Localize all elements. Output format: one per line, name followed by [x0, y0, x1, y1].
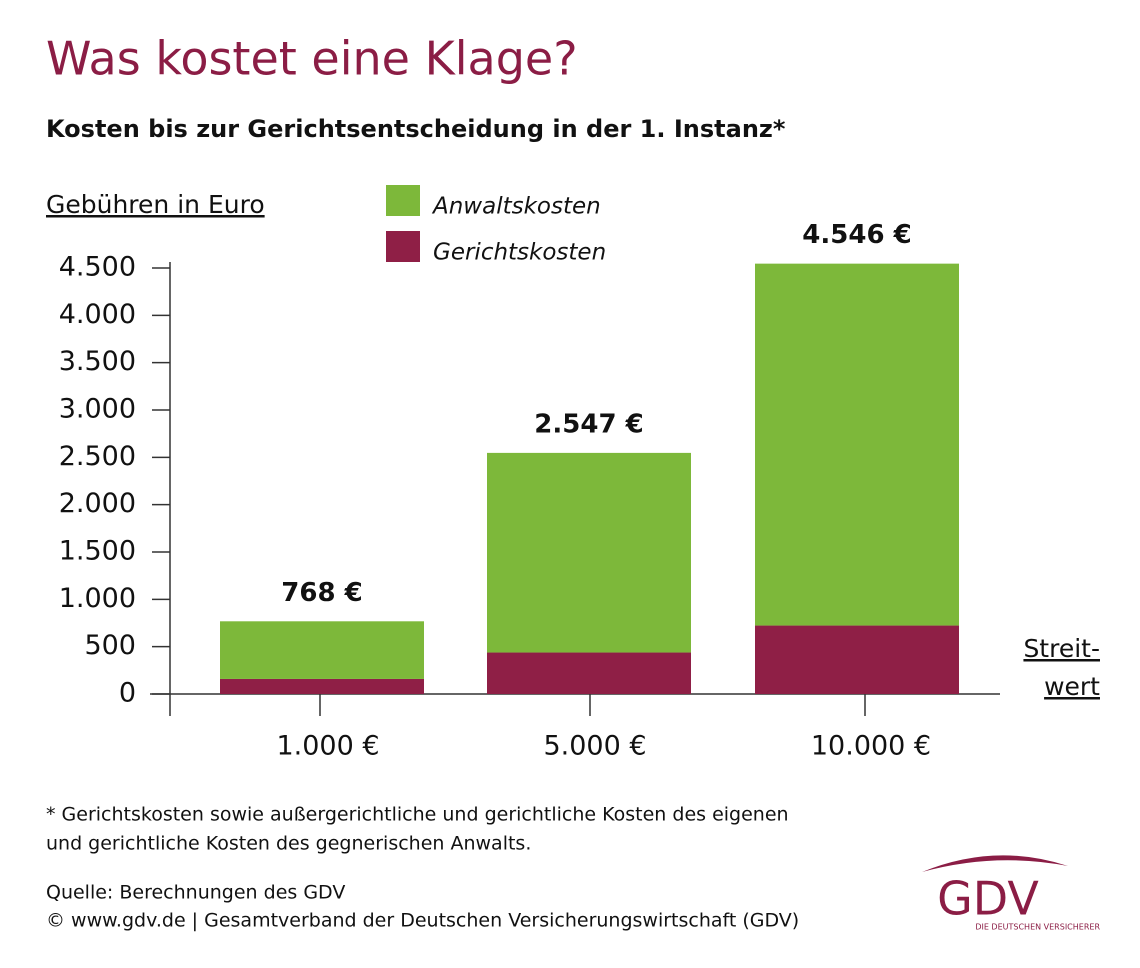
y-tick-label: 4.000	[59, 299, 136, 330]
x-tick-label: 10.000 €	[811, 731, 931, 762]
bar-segment	[755, 263, 959, 626]
legend-label: Anwaltskosten	[431, 194, 601, 220]
y-tick-label: 1.000	[59, 583, 136, 614]
total-label: 768 €	[281, 578, 362, 608]
bar-segment	[755, 625, 959, 694]
y-tick-label: 3.500	[59, 346, 136, 377]
bar-segment	[220, 621, 424, 679]
bar-segment	[220, 678, 424, 694]
source: © www.gdv.de | Gesamtverband der Deutsch…	[46, 910, 799, 932]
x-tick-label: 5.000 €	[543, 731, 646, 762]
legend-swatch	[386, 231, 420, 262]
bar-segment	[487, 452, 691, 653]
chart-subtitle: Kosten bis zur Gerichtsentscheidung in d…	[46, 115, 786, 143]
y-tick-label: 2.500	[59, 441, 136, 472]
total-label: 4.546 €	[802, 220, 911, 250]
y-tick-label: 2.000	[59, 488, 136, 519]
footnote: * Gerichtskosten sowie außergerichtliche…	[46, 804, 789, 826]
y-tick-label: 0	[119, 678, 136, 709]
legend-swatch	[386, 185, 420, 216]
logo-tagline: DIE DEUTSCHEN VERSICHERER	[975, 923, 1100, 932]
total-label: 2.547 €	[534, 409, 643, 439]
y-tick-label: 500	[84, 630, 136, 661]
x-axis-label: Streit-	[1023, 634, 1100, 663]
source: Quelle: Berechnungen des GDV	[46, 882, 345, 904]
x-axis-label: wert	[1044, 672, 1100, 701]
legend-label: Gerichtskosten	[433, 240, 606, 266]
y-tick-label: 3.000	[59, 394, 136, 425]
y-tick-label: 1.500	[59, 536, 136, 567]
chart-title: Was kostet eine Klage?	[46, 32, 578, 86]
footnote: und gerichtliche Kosten des gegnerischen…	[46, 833, 531, 855]
logo-arc	[922, 855, 1068, 872]
bar-segment	[487, 652, 691, 694]
y-axis-label: Gebühren in Euro	[46, 190, 265, 219]
y-tick-label: 4.500	[59, 252, 136, 283]
x-tick-label: 1.000 €	[276, 731, 379, 762]
logo-text: GDV	[937, 872, 1039, 926]
